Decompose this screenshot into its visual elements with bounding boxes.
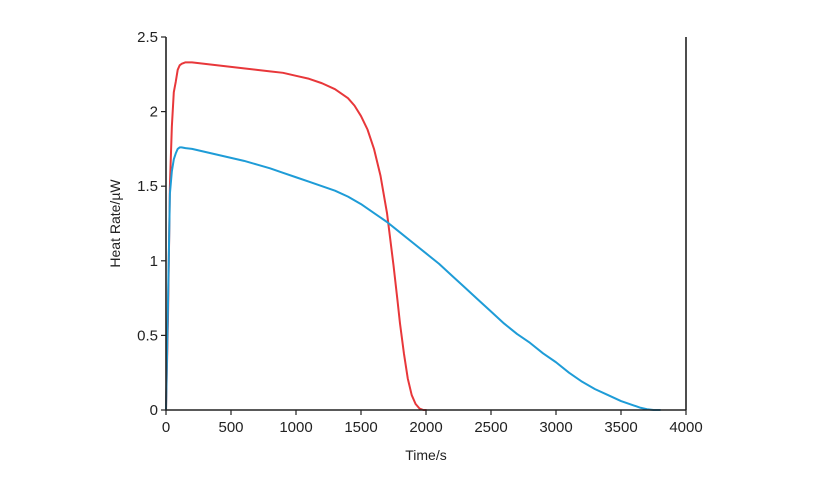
x-axis-title: Time/s xyxy=(405,447,446,463)
x-tick-label: 4000 xyxy=(669,419,702,436)
y-tick-label: 2 xyxy=(150,104,158,121)
series-line-1 xyxy=(165,61,427,411)
x-ticks: 0 500 1000 1500 2000 2500 3000 3500 4000 xyxy=(162,410,703,436)
series-line-2 xyxy=(165,146,661,411)
y-tick-label: 1 xyxy=(150,253,158,270)
x-tick-label: 3000 xyxy=(539,419,572,436)
axes-layer xyxy=(165,37,687,411)
y-tick-label: 0 xyxy=(150,402,158,419)
x-tick-label: 500 xyxy=(218,419,243,436)
y-ticks: 0 0.5 1 1.5 2 2.5 xyxy=(137,29,166,419)
y-axis-title: Heat Rate/µW xyxy=(107,179,123,268)
y-tick-label: 1.5 xyxy=(137,178,158,195)
x-tick-label: 1000 xyxy=(279,419,312,436)
x-tick-label: 3500 xyxy=(604,419,637,436)
y-tick-label: 0.5 xyxy=(137,327,158,344)
x-tick-label: 1500 xyxy=(344,419,377,436)
x-tick-label: 2500 xyxy=(474,419,507,436)
series-layer xyxy=(165,61,661,411)
x-tick-label: 2000 xyxy=(409,419,442,436)
x-tick-label: 0 xyxy=(162,419,170,436)
y-tick-label: 2.5 xyxy=(137,29,158,46)
